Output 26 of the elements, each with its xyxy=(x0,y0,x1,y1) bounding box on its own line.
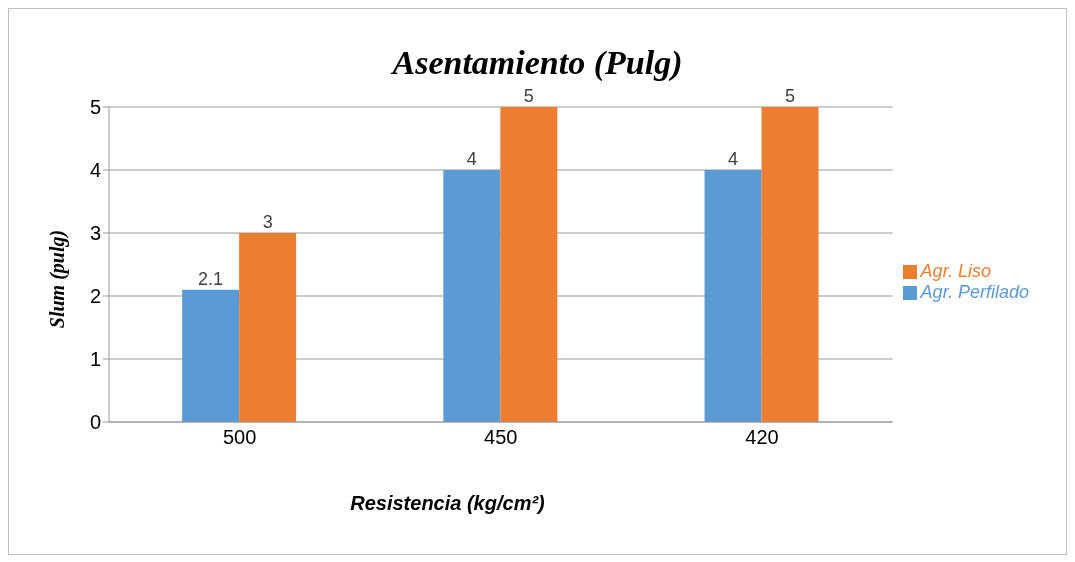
bar xyxy=(500,107,558,422)
legend-label: Agr. Liso xyxy=(920,261,991,281)
chart-title: Asentamiento (Pulg) xyxy=(389,44,684,82)
x-tick-label: 420 xyxy=(745,426,779,449)
x-tick-label: 450 xyxy=(484,426,518,449)
legend-label: Agr. Perfilado xyxy=(920,282,1029,302)
bar xyxy=(239,233,297,422)
data-label: 5 xyxy=(785,86,796,106)
data-label: 4 xyxy=(728,149,739,169)
data-label: 2.1 xyxy=(198,268,224,289)
x-axis-title: Resistencia (kg/cm²) xyxy=(349,492,546,515)
data-label: 3 xyxy=(262,212,273,232)
y-tick-label: 4 xyxy=(89,159,101,182)
x-tick-label: 500 xyxy=(222,426,257,449)
y-tick-label: 2 xyxy=(89,285,101,308)
data-label: 5 xyxy=(523,86,534,106)
bar xyxy=(182,289,240,422)
y-tick-label: 1 xyxy=(89,348,101,371)
data-label: 4 xyxy=(466,149,477,169)
bar xyxy=(704,170,762,422)
bar xyxy=(761,107,819,422)
y-tick-label: 5 xyxy=(89,96,101,119)
y-tick-label: 0 xyxy=(89,411,101,434)
y-tick-label: 3 xyxy=(89,222,101,245)
y-axis-title: Slum (pulg) xyxy=(45,229,69,329)
bar xyxy=(443,170,501,422)
